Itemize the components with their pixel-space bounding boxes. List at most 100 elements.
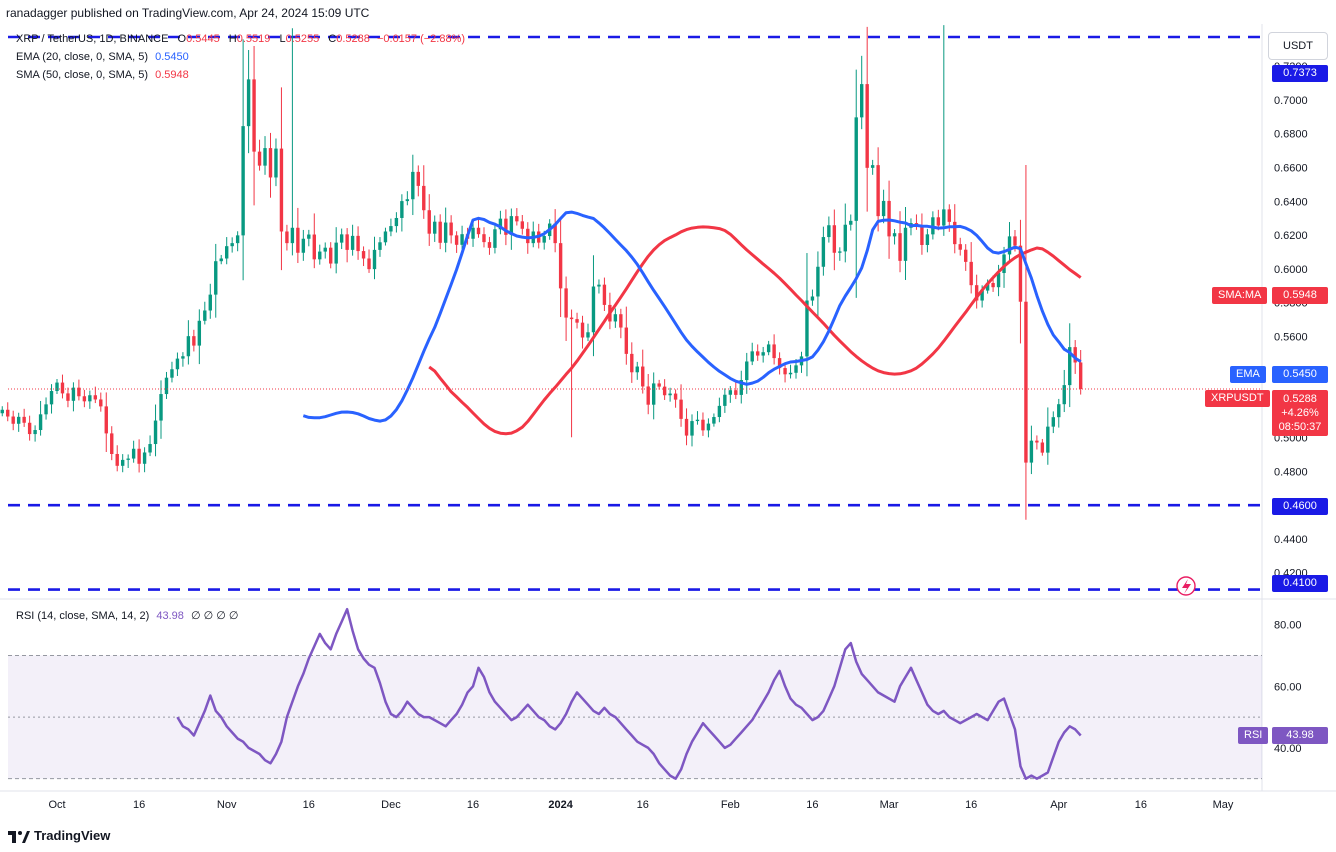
candle-body bbox=[1046, 426, 1050, 453]
candle-body bbox=[38, 414, 43, 431]
candle-body bbox=[526, 228, 530, 244]
candle-body bbox=[246, 79, 251, 127]
time-tick-label: 16 bbox=[637, 799, 649, 811]
candle-body bbox=[389, 226, 393, 232]
candle-body bbox=[164, 377, 169, 395]
time-tick-label: 16 bbox=[1135, 799, 1147, 811]
candle-body bbox=[602, 284, 607, 305]
candle-body bbox=[285, 231, 289, 244]
candle-body bbox=[498, 218, 503, 230]
bar-countdown: 08:50:37 bbox=[1278, 421, 1322, 433]
candle-body bbox=[170, 369, 174, 378]
candle-body bbox=[641, 366, 645, 387]
candle-body bbox=[783, 368, 787, 375]
candle-body bbox=[542, 236, 546, 243]
candle-body bbox=[553, 223, 557, 244]
candle-body bbox=[268, 148, 273, 178]
candle-body bbox=[241, 126, 245, 236]
candle-body bbox=[33, 430, 37, 435]
candle-body bbox=[6, 409, 10, 417]
currency-button[interactable]: USDT bbox=[1268, 32, 1328, 60]
time-tick-label: 16 bbox=[133, 799, 145, 811]
level-tag-mid: 0.4600 bbox=[1272, 498, 1328, 515]
candle-body bbox=[630, 353, 634, 373]
candle-body bbox=[996, 273, 1001, 288]
rsi-legend-value: 43.98 bbox=[156, 610, 184, 622]
candle-body bbox=[296, 227, 300, 253]
candle-body bbox=[104, 406, 108, 434]
candle-body bbox=[1057, 404, 1061, 418]
candle-body bbox=[142, 452, 147, 464]
candle-body bbox=[684, 418, 689, 436]
candle-body bbox=[49, 391, 54, 405]
close-label: C bbox=[328, 33, 337, 45]
candle-body bbox=[203, 310, 207, 321]
candle-body bbox=[126, 458, 130, 460]
price-chart[interactable]: 0.42000.44000.46000.48000.50000.52000.54… bbox=[0, 24, 1336, 824]
candle-body bbox=[591, 286, 596, 333]
price-tick-label: 0.6200 bbox=[1274, 230, 1308, 242]
candle-body bbox=[964, 249, 968, 262]
time-tick-label: Dec bbox=[381, 799, 401, 811]
candle-body bbox=[695, 419, 700, 422]
candle-body bbox=[323, 247, 327, 252]
candle-body bbox=[88, 395, 92, 402]
candle-body bbox=[372, 249, 377, 270]
ema-legend[interactable]: EMA (20, close, 0, SMA, 5) 0.5450 bbox=[16, 51, 189, 63]
time-tick-label: 16 bbox=[965, 799, 977, 811]
candle-body bbox=[422, 185, 426, 211]
rsi-tick-label: 40.00 bbox=[1274, 743, 1302, 755]
candle-body bbox=[1018, 245, 1023, 302]
candle-body bbox=[197, 320, 202, 346]
price-tick-label: 0.6800 bbox=[1274, 129, 1308, 141]
candle-body bbox=[290, 227, 295, 244]
candle-body bbox=[175, 358, 180, 370]
time-tick-label: 2024 bbox=[548, 799, 573, 811]
candle-body bbox=[186, 336, 191, 357]
candle-body bbox=[131, 448, 136, 459]
time-tick-label: 16 bbox=[303, 799, 315, 811]
candle-body bbox=[339, 234, 344, 243]
candle-body bbox=[11, 416, 15, 424]
candle-body bbox=[515, 216, 519, 222]
candle-body bbox=[690, 421, 694, 436]
candle-body bbox=[810, 296, 815, 301]
candle-body bbox=[936, 217, 941, 226]
candle-body bbox=[1013, 236, 1017, 246]
ema-legend-value: 0.5450 bbox=[155, 51, 189, 63]
price-tick-label: 0.7000 bbox=[1274, 95, 1308, 107]
rsi-price-tag: 43.98 bbox=[1272, 727, 1328, 744]
candle-body bbox=[969, 261, 973, 286]
candle-body bbox=[1051, 417, 1055, 427]
candle-body bbox=[82, 396, 87, 402]
candle-body bbox=[805, 300, 809, 357]
candle-body bbox=[493, 229, 497, 248]
candle-body bbox=[460, 234, 464, 245]
candle-body bbox=[942, 209, 946, 226]
candle-body bbox=[159, 394, 163, 421]
candle-body bbox=[318, 251, 322, 260]
candle-body bbox=[1062, 385, 1066, 405]
tradingview-brand[interactable]: TradingView bbox=[8, 828, 110, 843]
sma-price-tag: 0.5948 bbox=[1272, 287, 1328, 304]
candle-body bbox=[706, 423, 711, 431]
price-tick-label: 0.6000 bbox=[1274, 264, 1308, 276]
candle-body bbox=[334, 242, 338, 264]
candle-body bbox=[619, 314, 623, 328]
sma-legend[interactable]: SMA (50, close, 0, SMA, 5) 0.5948 bbox=[16, 69, 189, 81]
candle-body bbox=[120, 459, 125, 466]
candle-body bbox=[361, 251, 366, 259]
candle-body bbox=[208, 294, 212, 311]
candle-body bbox=[657, 383, 661, 387]
rsi-legend[interactable]: RSI (14, close, SMA, 14, 2) 43.98 ∅ ∅ ∅ … bbox=[16, 609, 238, 622]
candle-body bbox=[597, 284, 601, 287]
candle-body bbox=[274, 148, 278, 178]
candle-body bbox=[44, 404, 48, 415]
level-tag-top: 0.7373 bbox=[1272, 65, 1328, 82]
price-tick-label: 0.4800 bbox=[1274, 466, 1308, 478]
candle-body bbox=[947, 209, 951, 222]
rsi-tick-label: 80.00 bbox=[1274, 620, 1302, 632]
candle-body bbox=[230, 243, 234, 247]
candle-body bbox=[766, 344, 771, 353]
candle-body bbox=[569, 317, 574, 320]
